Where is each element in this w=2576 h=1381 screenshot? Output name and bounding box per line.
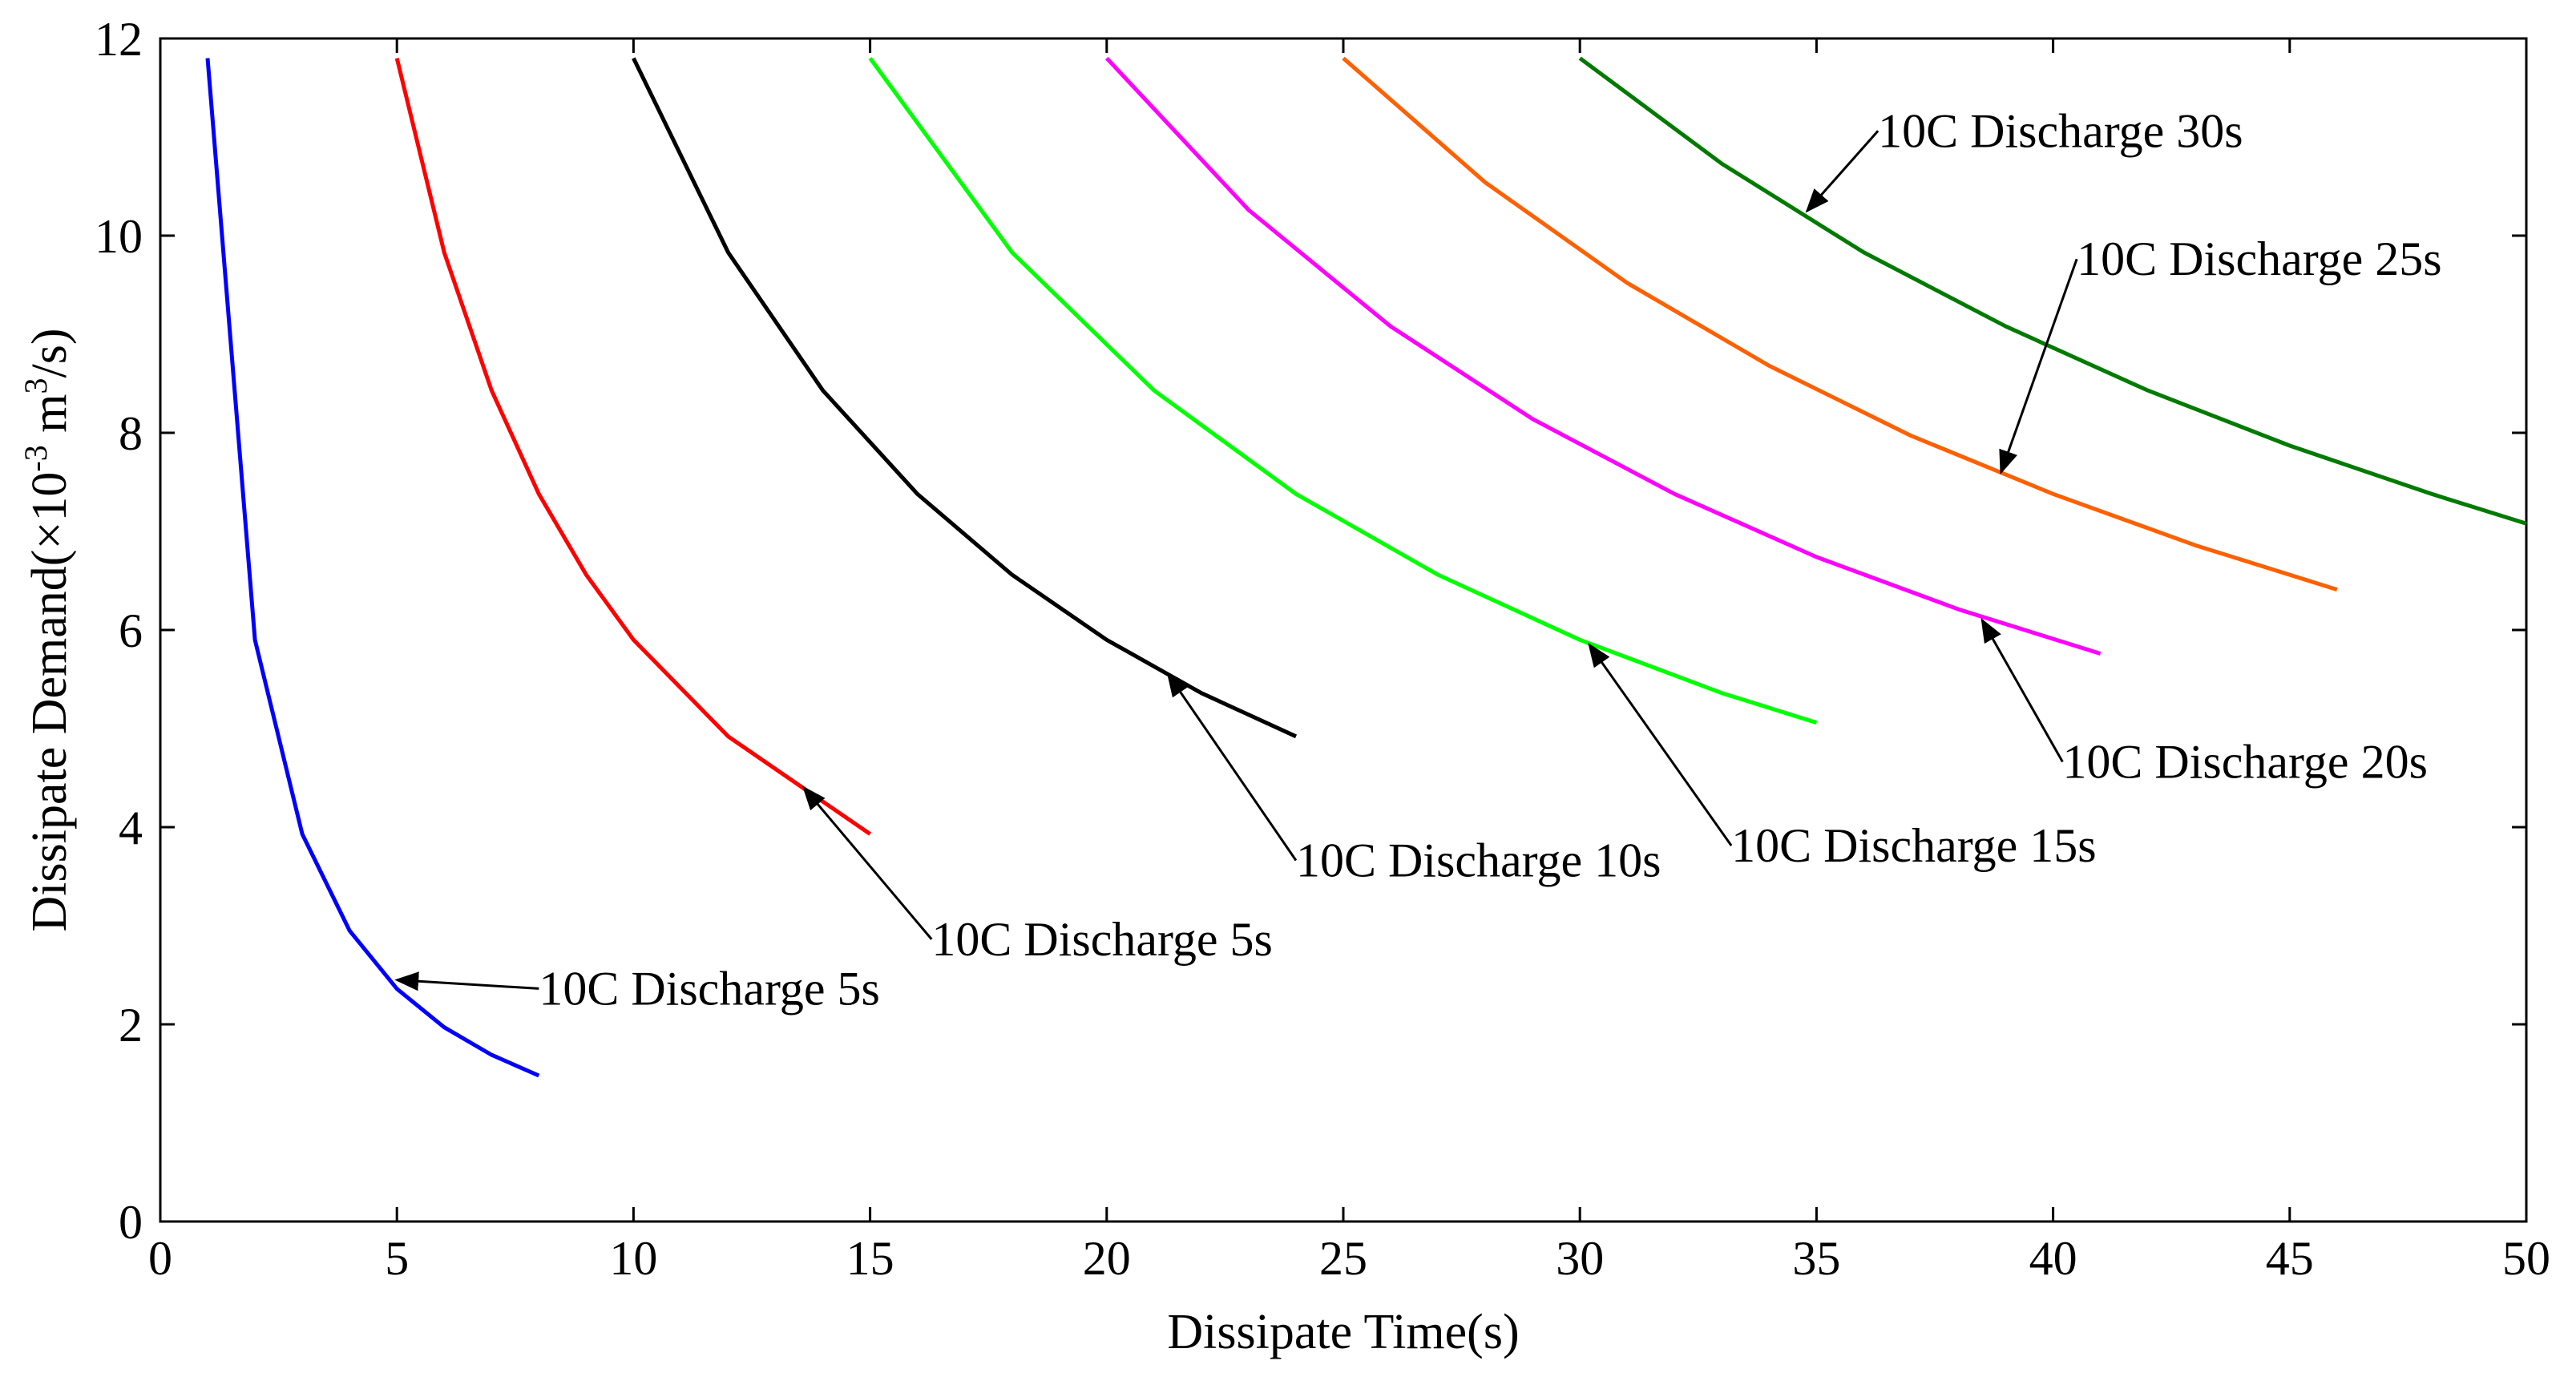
annotation-arrow-3 xyxy=(1166,672,1298,862)
x-tick-label: 10 xyxy=(609,1232,657,1285)
annotation-label-6: 10C Discharge 25s xyxy=(2077,232,2442,285)
x-axis-title: Dissipate Time(s) xyxy=(1167,1305,1519,1359)
annotation-label-4: 10C Discharge 15s xyxy=(1731,819,2097,872)
y-axis-title-suffix: /s) xyxy=(22,329,77,378)
y-tick-label: 6 xyxy=(119,604,143,657)
y-tick-label: 8 xyxy=(119,407,143,460)
plot-frame xyxy=(159,37,2528,1223)
x-tick-label: 5 xyxy=(385,1232,409,1285)
series-layer xyxy=(205,56,2527,1078)
y-axis-title-mid: m xyxy=(22,394,77,446)
x-tick-label: 30 xyxy=(1556,1232,1604,1285)
annotation-layer: 10C Discharge 5s 10C Discharge 5s 10C Disc… xyxy=(394,104,2442,1015)
annotation-arrow-5 xyxy=(1980,618,2064,763)
axis-ticks: 0 5 10 15 20 25 30 35 40 45 50 0 2 4 6 8 10 12 xyxy=(95,13,2550,1285)
x-tick-label: 0 xyxy=(148,1232,172,1285)
annotation-label-7: 10C Discharge 30s xyxy=(1878,104,2243,157)
y-tick-label: 10 xyxy=(95,210,143,263)
x-tick-label: 50 xyxy=(2502,1232,2550,1285)
annotation-arrow-1 xyxy=(394,971,539,991)
x-tick-label: 40 xyxy=(2029,1232,2077,1285)
x-tick-label: 25 xyxy=(1319,1232,1367,1285)
y-tick-label: 0 xyxy=(119,1196,143,1249)
x-tick-label: 45 xyxy=(2266,1232,2314,1285)
series-line-6 xyxy=(1342,56,2338,592)
x-tick-label: 15 xyxy=(846,1232,894,1285)
y-axis-title-prefix: Dissipate Demand(×10 xyxy=(22,472,77,932)
y-tick-label: 2 xyxy=(119,999,143,1052)
series-line-7 xyxy=(1578,56,2527,526)
annotation-arrow-4 xyxy=(1588,643,1733,846)
annotation-arrow-6 xyxy=(1999,258,2078,475)
annotation-arrow-2 xyxy=(802,785,933,940)
series-line-4 xyxy=(868,57,1818,725)
y-axis-title: Dissipate Demand(×10-3 m3/s) xyxy=(18,329,77,932)
x-tick-label: 35 xyxy=(1792,1232,1840,1285)
y-tick-label: 4 xyxy=(119,802,143,854)
y-axis-title-exp1: -3 xyxy=(18,445,54,471)
x-tick-label: 20 xyxy=(1083,1232,1131,1285)
y-tick-label: 12 xyxy=(95,13,143,66)
series-line-5 xyxy=(1104,56,2102,656)
series-line-3 xyxy=(632,57,1298,739)
y-axis-title-exp2: 3 xyxy=(18,378,54,394)
annotation-label-2: 10C Discharge 5s xyxy=(931,913,1273,966)
series-line-1 xyxy=(205,58,540,1078)
annotation-label-3: 10C Discharge 10s xyxy=(1296,834,1661,887)
annotation-arrow-7 xyxy=(1805,130,1880,213)
annotation-label-1: 10C Discharge 5s xyxy=(539,962,880,1015)
series-line-2 xyxy=(394,58,872,836)
annotation-label-5: 10C Discharge 20s xyxy=(2062,736,2428,789)
